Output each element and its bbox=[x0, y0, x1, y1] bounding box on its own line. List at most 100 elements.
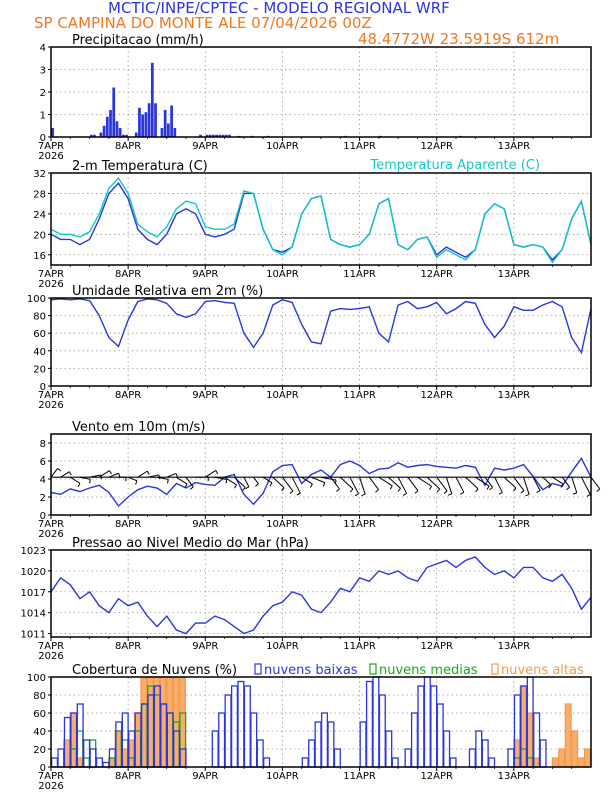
cloud-bar-nuvens-baixas bbox=[410, 712, 419, 768]
wind-barb-feather bbox=[397, 488, 401, 492]
wind-barb bbox=[378, 476, 393, 487]
wind-barb bbox=[224, 476, 237, 486]
x-tick-label: 11APR bbox=[343, 519, 376, 530]
cloud-bar-nuvens-baixas bbox=[404, 748, 412, 768]
cloud-bar-nuvens-baixas bbox=[449, 757, 457, 768]
y-tick-label: 2 bbox=[40, 88, 46, 99]
legend-swatch bbox=[254, 663, 262, 675]
wind-barb-feather bbox=[548, 484, 552, 489]
y-tick-label: 20 bbox=[33, 745, 46, 756]
x-tick-label: 10APR bbox=[266, 771, 299, 782]
cloud-bar-nuvens-altas bbox=[577, 757, 585, 768]
wind-barb-feather bbox=[175, 473, 178, 478]
y-tick-label: 0 bbox=[40, 763, 46, 774]
precip-bar bbox=[147, 103, 151, 137]
x-tick-label: 10APR bbox=[266, 141, 299, 152]
cloud-bar-nuvens-baixas bbox=[417, 685, 425, 768]
x-tick-label: 9APR bbox=[192, 269, 218, 280]
legend-swatch bbox=[491, 663, 499, 675]
cloud-bar-nuvens-baixas bbox=[391, 757, 399, 768]
wind-barb bbox=[60, 471, 70, 478]
precip-bar bbox=[93, 134, 96, 137]
precip-bar bbox=[215, 134, 218, 137]
wind-barb bbox=[282, 476, 294, 492]
wind-barb bbox=[291, 476, 301, 494]
wind-barb bbox=[436, 476, 448, 492]
cloud-bar-nuvens-baixas bbox=[365, 680, 374, 768]
y-tick-label: 1017 bbox=[21, 588, 46, 599]
cloud-bar-nuvens-baixas bbox=[50, 757, 59, 768]
wind-barb bbox=[70, 476, 81, 484]
wind-barb-feather bbox=[289, 490, 294, 495]
wind-barb-feather bbox=[322, 482, 326, 487]
wind-barb bbox=[388, 476, 401, 489]
precip-bar bbox=[173, 128, 177, 137]
wind-barb-feather bbox=[57, 468, 62, 472]
wind-barb-feather bbox=[596, 488, 601, 492]
precip-bar bbox=[170, 105, 173, 137]
y-tick-label: 28 bbox=[33, 189, 46, 200]
precip-bar bbox=[51, 128, 55, 137]
precip-bar bbox=[167, 123, 170, 137]
wind-barb-feather bbox=[167, 479, 169, 484]
wind-barb bbox=[330, 476, 340, 490]
x-tick-label-year: 2026 bbox=[38, 529, 63, 540]
x-tick-label-year: 2026 bbox=[38, 151, 63, 162]
wind-barb-feather bbox=[118, 473, 121, 478]
cloud-bar-nuvens-baixas bbox=[507, 748, 515, 768]
wind-barb bbox=[262, 476, 273, 484]
x-tick-label-year: 2026 bbox=[38, 651, 63, 662]
wind-barb-feather bbox=[560, 483, 564, 488]
cloud-bar-nuvens-baixas bbox=[308, 739, 316, 768]
cloud-bar-nuvens-baixas bbox=[468, 748, 476, 768]
x-tick-label: 13APR bbox=[498, 641, 531, 652]
precip-bar bbox=[138, 107, 141, 137]
wind-barb-feather bbox=[572, 492, 577, 495]
wind-barb-feather bbox=[566, 486, 570, 491]
x-tick-label: 11APR bbox=[343, 771, 376, 782]
y-tick-label: 0 bbox=[40, 133, 46, 144]
y-tick-label: 60 bbox=[33, 329, 46, 340]
cloud-bar-nuvens-altas bbox=[558, 748, 566, 768]
wind-barb-feather bbox=[234, 484, 237, 489]
wind-barb bbox=[590, 476, 601, 490]
x-tick-label: 9APR bbox=[192, 390, 218, 401]
wind-barb-feather bbox=[436, 488, 441, 493]
x-tick-label-year: 2026 bbox=[38, 400, 63, 411]
x-tick-label: 10APR bbox=[266, 519, 299, 530]
y-tick-label: 2 bbox=[40, 493, 46, 504]
wind-barb bbox=[503, 476, 517, 489]
x-tick-label: 13APR bbox=[498, 771, 531, 782]
y-tick-label: 32 bbox=[33, 169, 46, 180]
cloud-bar-nuvens-baixas bbox=[539, 739, 547, 768]
wind-barb bbox=[475, 476, 490, 487]
wind-barb bbox=[272, 476, 285, 489]
precip-bar bbox=[118, 128, 122, 137]
wind-barb bbox=[561, 476, 571, 488]
x-tick-label: 11APR bbox=[343, 269, 376, 280]
precip-bar bbox=[163, 110, 167, 137]
wind-barb-feather bbox=[135, 480, 138, 485]
y-tick-label: 24 bbox=[33, 210, 46, 221]
wind-barb bbox=[98, 470, 110, 478]
panel-frame bbox=[50, 433, 592, 516]
wind-barb bbox=[465, 476, 479, 490]
wind-barb-feather bbox=[255, 483, 259, 487]
precip-bar bbox=[89, 134, 93, 137]
x-tick-label: 8APR bbox=[115, 771, 141, 782]
wind-barb bbox=[185, 476, 194, 488]
wind-barb-feather bbox=[536, 490, 541, 494]
y-tick-label: 1 bbox=[40, 111, 46, 122]
y-tick-label: 20 bbox=[33, 364, 46, 375]
wind-barb-feather bbox=[89, 479, 91, 484]
wind-barb-feather bbox=[189, 486, 194, 490]
pressure-line-0 bbox=[50, 556, 592, 635]
wind-barb bbox=[349, 476, 360, 495]
precip-bar bbox=[141, 114, 145, 137]
precip-bar bbox=[102, 125, 106, 137]
y-tick-label: 6 bbox=[40, 457, 46, 468]
wind-barb bbox=[407, 476, 419, 492]
wind-barb-feather bbox=[225, 479, 228, 484]
